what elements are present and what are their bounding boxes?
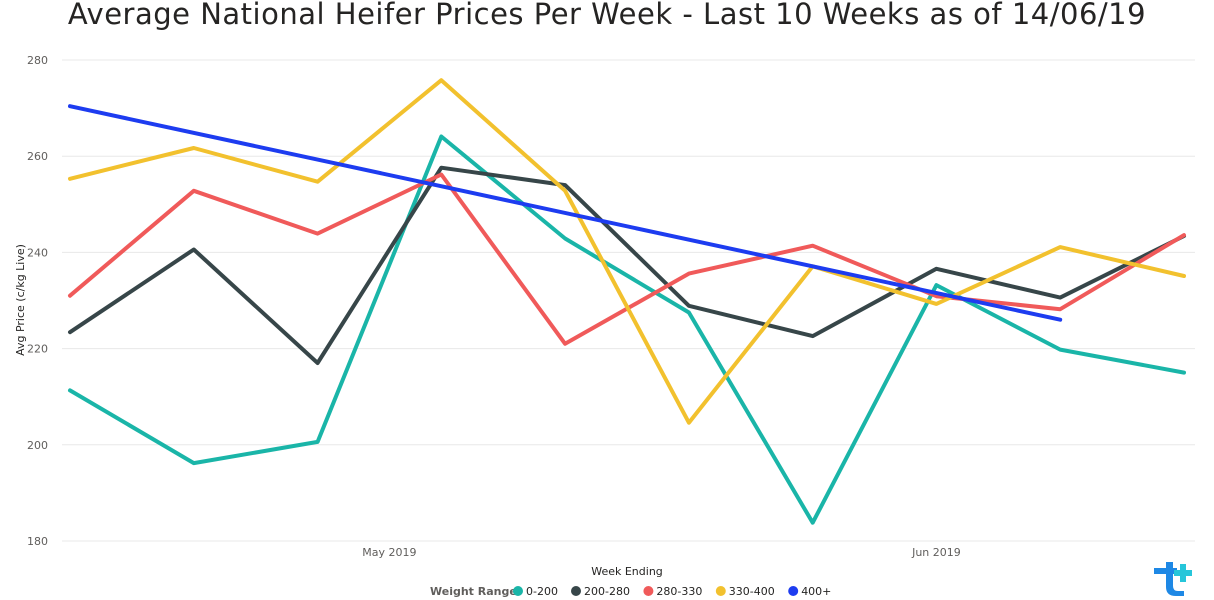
- legend-marker: [788, 586, 799, 596]
- y-axis-ticks: 180 200 220 240 260 280: [27, 54, 48, 548]
- chart-title: Average National Heifer Prices Per Week …: [67, 0, 1147, 31]
- legend-marker: [715, 586, 726, 596]
- legend-item[interactable]: 400+: [801, 585, 831, 598]
- gridlines: [62, 59, 1195, 542]
- legend-item[interactable]: 280-330: [656, 585, 702, 598]
- series-lines: [68, 78, 1186, 525]
- x-tick-label: Jun 2019: [911, 546, 961, 559]
- x-axis-label: Week Ending: [591, 565, 663, 578]
- x-axis-ticks: May 2019 Jun 2019: [362, 546, 961, 559]
- series-line-330-400: [68, 78, 1186, 425]
- series-line-200-280: [68, 165, 1186, 365]
- legend-item[interactable]: 200-280: [584, 585, 630, 598]
- brand-logo: [1154, 562, 1192, 596]
- y-tick-label: 280: [27, 54, 48, 67]
- y-tick-label: 200: [27, 439, 48, 452]
- y-tick-label: 260: [27, 150, 48, 163]
- series-line-280-330: [68, 172, 1186, 346]
- y-tick-label: 220: [27, 343, 48, 356]
- y-tick-label: 240: [27, 246, 48, 259]
- series-line-0-200: [68, 134, 1186, 525]
- legend-marker: [513, 586, 523, 596]
- legend-item[interactable]: 330-400: [729, 585, 775, 598]
- x-tick-label: May 2019: [362, 546, 416, 559]
- series-line-400+: [68, 104, 1063, 322]
- legend: Weight Range 0-200 200-280 280-330 330-400 40…: [430, 585, 831, 598]
- legend-marker: [571, 586, 581, 596]
- legend-title: Weight Range: [430, 585, 517, 598]
- y-tick-label: 180: [27, 535, 48, 548]
- legend-item[interactable]: 0-200: [526, 585, 558, 598]
- legend-marker: [643, 586, 654, 596]
- y-axis-label: Avg Price (c/kg Live): [14, 244, 27, 356]
